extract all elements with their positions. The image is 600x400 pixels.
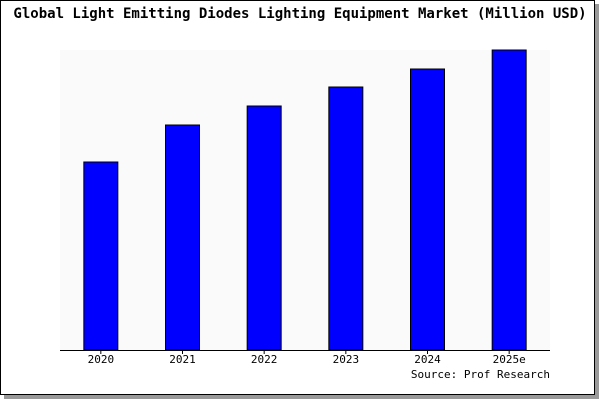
chart-title: Global Light Emitting Diodes Lighting Eq… [13,6,586,22]
plot-area [60,50,550,350]
bar [246,105,282,351]
bar [410,68,445,351]
source-note: Source: Prof Research [411,368,550,381]
bar [165,124,200,351]
bar [328,86,364,351]
x-tick-label: 2021 [169,353,196,366]
x-tick-label: 2020 [88,353,115,366]
bar [83,161,119,351]
x-tick-label: 2025e [493,353,526,366]
bar [491,49,527,351]
x-tick-label: 2022 [251,353,278,366]
x-tick-label: 2024 [414,353,441,366]
x-tick-label: 2023 [333,353,360,366]
